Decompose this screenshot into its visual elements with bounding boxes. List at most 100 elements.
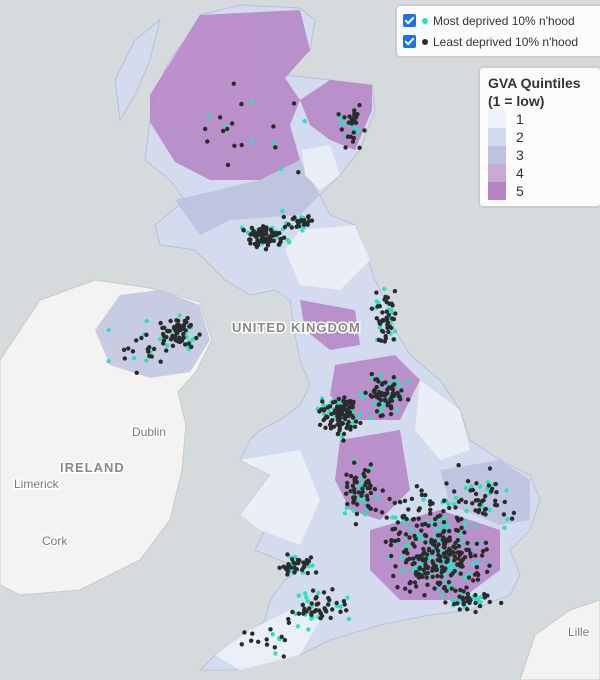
neighbourhood-point: [365, 503, 371, 508]
neighbourhood-point: [299, 218, 304, 223]
neighbourhood-point: [270, 632, 275, 637]
neighbourhood-point: [364, 493, 370, 499]
layer-label[interactable]: Most deprived 10% n'hood: [433, 13, 575, 28]
neighbourhood-point: [455, 528, 461, 533]
neighbourhood-point: [317, 409, 322, 414]
neighbourhood-point: [401, 520, 406, 525]
neighbourhood-point: [412, 580, 418, 585]
neighbourhood-point: [391, 375, 396, 380]
neighbourhood-point: [392, 289, 398, 294]
neighbourhood-point: [417, 566, 422, 571]
neighbourhood-point: [242, 630, 247, 635]
neighbourhood-point: [306, 214, 311, 219]
neighbourhood-point: [342, 400, 347, 406]
neighbourhood-point: [264, 637, 269, 642]
neighbourhood-point: [423, 556, 429, 561]
neighbourhood-point: [419, 536, 424, 542]
neighbourhood-point: [380, 381, 385, 386]
neighbourhood-point: [296, 170, 301, 175]
neighbourhood-point: [396, 393, 401, 399]
neighbourhood-point: [249, 100, 255, 105]
neighbourhood-point: [308, 555, 314, 560]
neighbourhood-point: [436, 526, 441, 531]
legend-label: 4: [516, 165, 524, 181]
neighbourhood-point: [181, 331, 186, 337]
neighbourhood-point: [285, 572, 290, 577]
neighbourhood-point: [454, 495, 459, 500]
neighbourhood-point: [317, 608, 322, 613]
neighbourhood-point: [345, 501, 350, 507]
neighbourhood-point: [438, 559, 443, 564]
neighbourhood-point: [473, 553, 478, 558]
neighbourhood-point: [171, 324, 177, 330]
neighbourhood-point: [399, 388, 404, 393]
neighbourhood-point: [285, 564, 291, 569]
neighbourhood-point: [374, 494, 380, 499]
neighbourhood-point: [402, 498, 408, 503]
neighbourhood-point: [158, 320, 163, 326]
neighbourhood-point: [410, 561, 415, 567]
neighbourhood-point: [456, 463, 461, 468]
neighbourhood-point: [406, 397, 411, 402]
neighbourhood-point: [450, 597, 455, 603]
neighbourhood-point: [372, 387, 377, 393]
neighbourhood-point: [442, 528, 447, 534]
neighbourhood-point: [352, 498, 357, 503]
neighbourhood-point: [439, 574, 444, 579]
neighbourhood-point: [374, 290, 379, 295]
neighbourhood-point: [429, 539, 434, 545]
neighbourhood-point: [292, 570, 297, 575]
neighbourhood-point: [379, 510, 385, 515]
neighbourhood-point: [428, 502, 433, 507]
neighbourhood-point: [388, 411, 394, 417]
checkbox[interactable]: [403, 14, 416, 27]
neighbourhood-point: [451, 550, 456, 555]
neighbourhood-point: [470, 561, 475, 566]
neighbourhood-point: [353, 120, 359, 126]
east-region: [440, 460, 530, 525]
neighbourhood-point: [301, 222, 307, 227]
neighbourhood-point: [440, 593, 445, 598]
neighbourhood-point: [441, 535, 446, 540]
layer-label[interactable]: Least deprived 10% n'hood: [433, 34, 579, 49]
neighbourhood-point: [428, 511, 433, 516]
neighbourhood-point: [391, 393, 396, 398]
neighbourhood-point: [335, 431, 341, 436]
neighbourhood-point: [264, 231, 269, 237]
checkbox[interactable]: [403, 35, 416, 48]
neighbourhood-point: [344, 425, 349, 431]
neighbourhood-point: [441, 520, 447, 525]
neighbourhood-point: [339, 127, 344, 132]
neighbourhood-point: [457, 607, 462, 612]
neighbourhood-point: [350, 139, 356, 144]
neighbourhood-point: [453, 505, 458, 510]
neighbourhood-point: [464, 585, 469, 590]
neighbourhood-point: [492, 502, 498, 508]
layer-toggle[interactable]: Most deprived 10% n'hood: [403, 10, 597, 31]
layer-toggle[interactable]: Least deprived 10% n'hood: [403, 31, 597, 52]
neighbourhood-point: [144, 318, 149, 324]
neighbourhood-point: [417, 554, 422, 559]
neighbourhood-point: [403, 532, 409, 537]
neighbourhood-point: [260, 224, 266, 229]
neighbourhood-point: [457, 562, 462, 568]
neighbourhood-point: [461, 589, 466, 594]
neighbourhood-point: [126, 346, 131, 351]
neighbourhood-point: [273, 651, 278, 656]
neighbourhood-point: [464, 547, 469, 552]
neighbourhood-point: [267, 235, 273, 240]
neighbourhood-point: [444, 588, 449, 593]
legend-label: 3: [516, 147, 524, 163]
neighbourhood-point: [354, 511, 360, 517]
neighbourhood-point: [456, 544, 462, 549]
neighbourhood-point: [197, 332, 202, 337]
neighbourhood-point: [414, 584, 419, 589]
neighbourhood-point: [437, 533, 443, 538]
neighbourhood-point: [362, 128, 367, 133]
neighbourhood-point: [483, 540, 489, 545]
neighbourhood-point: [334, 600, 339, 606]
neighbourhood-point: [338, 609, 343, 614]
neighbourhood-point: [447, 505, 452, 511]
neighbourhood-point: [419, 528, 424, 533]
